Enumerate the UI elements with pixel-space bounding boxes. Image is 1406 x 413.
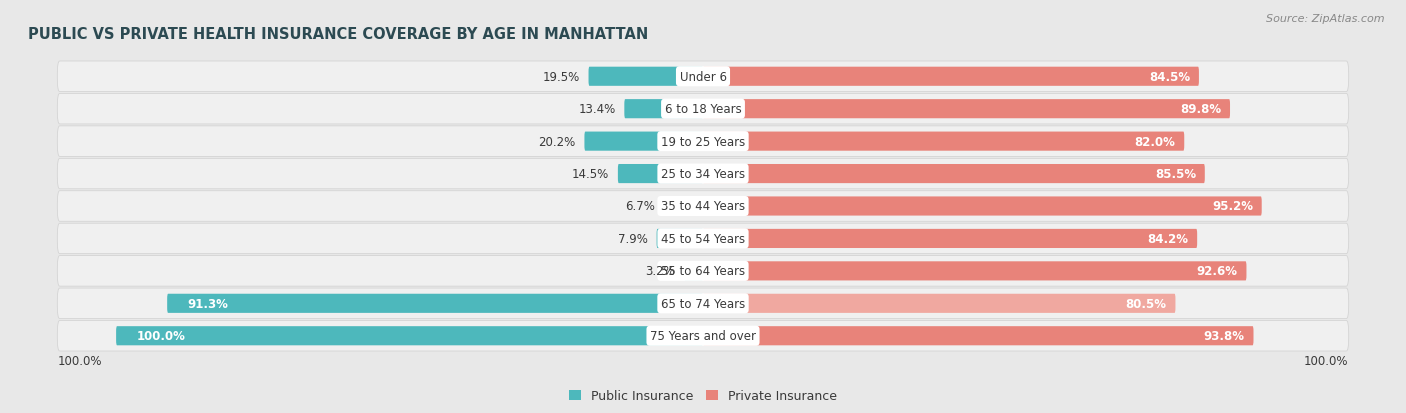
FancyBboxPatch shape (685, 262, 703, 281)
FancyBboxPatch shape (617, 165, 703, 184)
Text: 93.8%: 93.8% (1204, 330, 1244, 342)
FancyBboxPatch shape (58, 224, 1348, 254)
FancyBboxPatch shape (58, 288, 1348, 319)
Text: 13.4%: 13.4% (578, 103, 616, 116)
FancyBboxPatch shape (117, 326, 703, 346)
FancyBboxPatch shape (657, 229, 703, 248)
Text: 6.7%: 6.7% (626, 200, 655, 213)
FancyBboxPatch shape (703, 132, 1184, 151)
Text: Source: ZipAtlas.com: Source: ZipAtlas.com (1267, 14, 1385, 24)
FancyBboxPatch shape (624, 100, 703, 119)
FancyBboxPatch shape (58, 159, 1348, 189)
Text: 95.2%: 95.2% (1212, 200, 1253, 213)
FancyBboxPatch shape (58, 191, 1348, 222)
Text: 55 to 64 Years: 55 to 64 Years (661, 265, 745, 278)
FancyBboxPatch shape (58, 126, 1348, 157)
Text: Under 6: Under 6 (679, 71, 727, 83)
Text: 100.0%: 100.0% (136, 330, 186, 342)
Text: 82.0%: 82.0% (1135, 135, 1175, 148)
Legend: Public Insurance, Private Insurance: Public Insurance, Private Insurance (564, 385, 842, 408)
Text: 100.0%: 100.0% (1303, 354, 1348, 367)
FancyBboxPatch shape (58, 94, 1348, 125)
Text: 80.5%: 80.5% (1126, 297, 1167, 310)
Text: 89.8%: 89.8% (1180, 103, 1222, 116)
FancyBboxPatch shape (58, 62, 1348, 92)
FancyBboxPatch shape (703, 229, 1197, 248)
Text: 25 to 34 Years: 25 to 34 Years (661, 168, 745, 180)
Text: 19 to 25 Years: 19 to 25 Years (661, 135, 745, 148)
FancyBboxPatch shape (58, 321, 1348, 351)
Text: 6 to 18 Years: 6 to 18 Years (665, 103, 741, 116)
Text: 19.5%: 19.5% (543, 71, 579, 83)
Text: 7.9%: 7.9% (619, 233, 648, 245)
FancyBboxPatch shape (703, 294, 1175, 313)
Text: 91.3%: 91.3% (188, 297, 229, 310)
FancyBboxPatch shape (664, 197, 703, 216)
FancyBboxPatch shape (589, 67, 703, 87)
Text: 85.5%: 85.5% (1154, 168, 1197, 180)
FancyBboxPatch shape (703, 165, 1205, 184)
FancyBboxPatch shape (703, 67, 1199, 87)
Text: 20.2%: 20.2% (538, 135, 575, 148)
FancyBboxPatch shape (703, 100, 1230, 119)
FancyBboxPatch shape (167, 294, 703, 313)
Text: 75 Years and over: 75 Years and over (650, 330, 756, 342)
Text: 92.6%: 92.6% (1197, 265, 1237, 278)
Text: 84.5%: 84.5% (1149, 71, 1189, 83)
FancyBboxPatch shape (703, 262, 1247, 281)
Text: 100.0%: 100.0% (58, 354, 103, 367)
Text: 84.2%: 84.2% (1147, 233, 1188, 245)
FancyBboxPatch shape (703, 197, 1261, 216)
Text: 45 to 54 Years: 45 to 54 Years (661, 233, 745, 245)
Text: 65 to 74 Years: 65 to 74 Years (661, 297, 745, 310)
Text: 3.2%: 3.2% (645, 265, 675, 278)
Text: PUBLIC VS PRIVATE HEALTH INSURANCE COVERAGE BY AGE IN MANHATTAN: PUBLIC VS PRIVATE HEALTH INSURANCE COVER… (28, 26, 648, 41)
FancyBboxPatch shape (585, 132, 703, 151)
FancyBboxPatch shape (703, 326, 1254, 346)
Text: 14.5%: 14.5% (572, 168, 609, 180)
Text: 35 to 44 Years: 35 to 44 Years (661, 200, 745, 213)
FancyBboxPatch shape (58, 256, 1348, 287)
